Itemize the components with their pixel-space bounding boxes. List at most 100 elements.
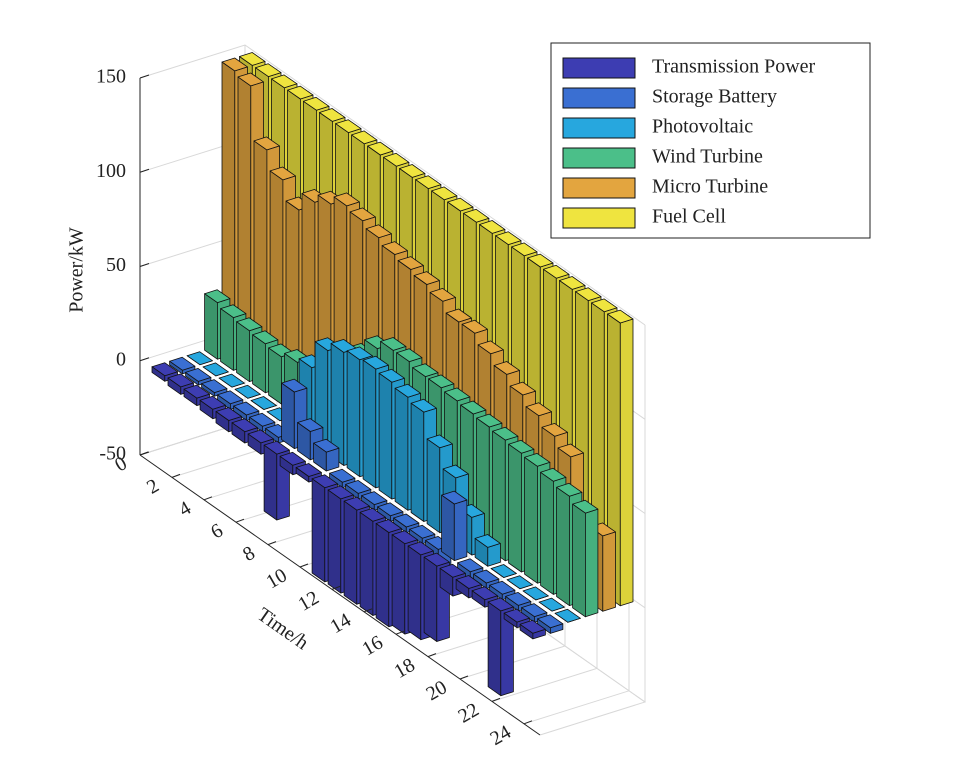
bar-face — [540, 471, 554, 595]
y-tick — [139, 168, 150, 173]
bar-face — [237, 72, 264, 87]
legend-swatch — [562, 87, 636, 109]
bar — [234, 384, 261, 399]
bar-face — [540, 467, 567, 482]
bar-face — [287, 85, 314, 100]
bar-face — [557, 443, 584, 458]
x-tick-label: 4 — [175, 497, 195, 521]
x-tick — [267, 541, 277, 546]
bar-face — [508, 439, 535, 454]
y-tick — [139, 357, 150, 362]
bar-face — [381, 241, 408, 255]
bar-face — [359, 507, 386, 522]
bar-face — [503, 608, 530, 623]
bar — [506, 575, 533, 590]
bar — [519, 619, 546, 640]
bar-face — [393, 513, 420, 528]
bar-face — [410, 398, 437, 413]
legend-swatch — [562, 147, 636, 169]
bar-face — [377, 502, 404, 517]
bar-face — [457, 558, 484, 573]
bar-face — [169, 356, 196, 371]
x-tick — [395, 630, 405, 635]
bar-face — [439, 563, 466, 578]
bar-face — [236, 321, 250, 383]
bar-face — [556, 482, 583, 497]
x-tick — [235, 518, 245, 523]
bar-face — [477, 340, 504, 355]
bar-face — [572, 499, 599, 514]
bar-face — [271, 74, 298, 89]
x-tick — [139, 451, 149, 456]
bar-face — [441, 494, 455, 561]
bar-face — [423, 556, 438, 642]
x-tick-label: 22 — [454, 699, 482, 728]
bar-face — [362, 359, 377, 489]
bar-face — [537, 614, 564, 629]
bar-face — [281, 378, 308, 393]
bar-face — [407, 545, 422, 641]
bar — [490, 564, 517, 578]
bar-face — [429, 287, 456, 302]
x-tick — [203, 496, 213, 501]
bar-face — [281, 382, 295, 450]
bar-face — [375, 523, 390, 628]
bar — [572, 499, 599, 618]
bar-face — [489, 580, 516, 595]
x-tick-label: 18 — [390, 654, 418, 683]
bar-face — [394, 387, 409, 511]
bar — [250, 396, 277, 410]
x-tick — [331, 585, 341, 590]
x-tick-label: 10 — [262, 564, 290, 593]
bar-face — [233, 401, 260, 416]
x-tick-label: 16 — [358, 631, 386, 660]
bar-face — [399, 164, 426, 178]
bar-face — [217, 390, 244, 405]
bar-face — [151, 362, 178, 377]
x-tick — [427, 653, 437, 658]
bar-face — [524, 456, 538, 584]
bar-face — [445, 308, 472, 323]
bar-face — [313, 438, 340, 453]
bar-face — [221, 57, 248, 72]
bar-face — [396, 348, 423, 363]
bar-face — [463, 208, 490, 223]
bar — [263, 440, 290, 521]
bar-face — [461, 319, 488, 334]
bar-face — [365, 224, 392, 239]
bars — [151, 52, 634, 697]
bar-face — [410, 402, 425, 522]
bar-face — [391, 530, 418, 545]
bar-face — [263, 444, 278, 521]
bar-face — [487, 601, 502, 697]
bar-face — [380, 337, 407, 351]
bar-face — [252, 334, 266, 394]
x-tick-label: 20 — [422, 676, 450, 705]
bar-face — [556, 486, 570, 606]
bar — [329, 468, 356, 489]
bar-face — [268, 347, 282, 405]
bar-face — [397, 256, 424, 270]
bar-face — [239, 52, 266, 66]
bar-face — [471, 586, 498, 601]
bar-face — [378, 372, 393, 500]
bar-face — [383, 152, 410, 167]
bar-face — [455, 575, 482, 589]
bar-face — [441, 490, 468, 505]
bar-face — [311, 478, 326, 583]
bar-face — [343, 500, 358, 605]
bar-face — [511, 242, 538, 257]
bar-face — [602, 531, 616, 612]
bar-face — [343, 496, 370, 511]
bar-face — [426, 438, 441, 534]
bar-face — [249, 412, 276, 427]
bar-face — [490, 564, 517, 578]
bar-face — [479, 220, 506, 234]
y-axis-label: Power/kW — [66, 227, 88, 313]
x-tick-label: 12 — [294, 587, 322, 616]
bar — [169, 356, 196, 375]
bar-face — [527, 253, 554, 268]
bar-face — [495, 231, 522, 246]
bar-face — [346, 350, 361, 478]
bar — [537, 614, 564, 634]
